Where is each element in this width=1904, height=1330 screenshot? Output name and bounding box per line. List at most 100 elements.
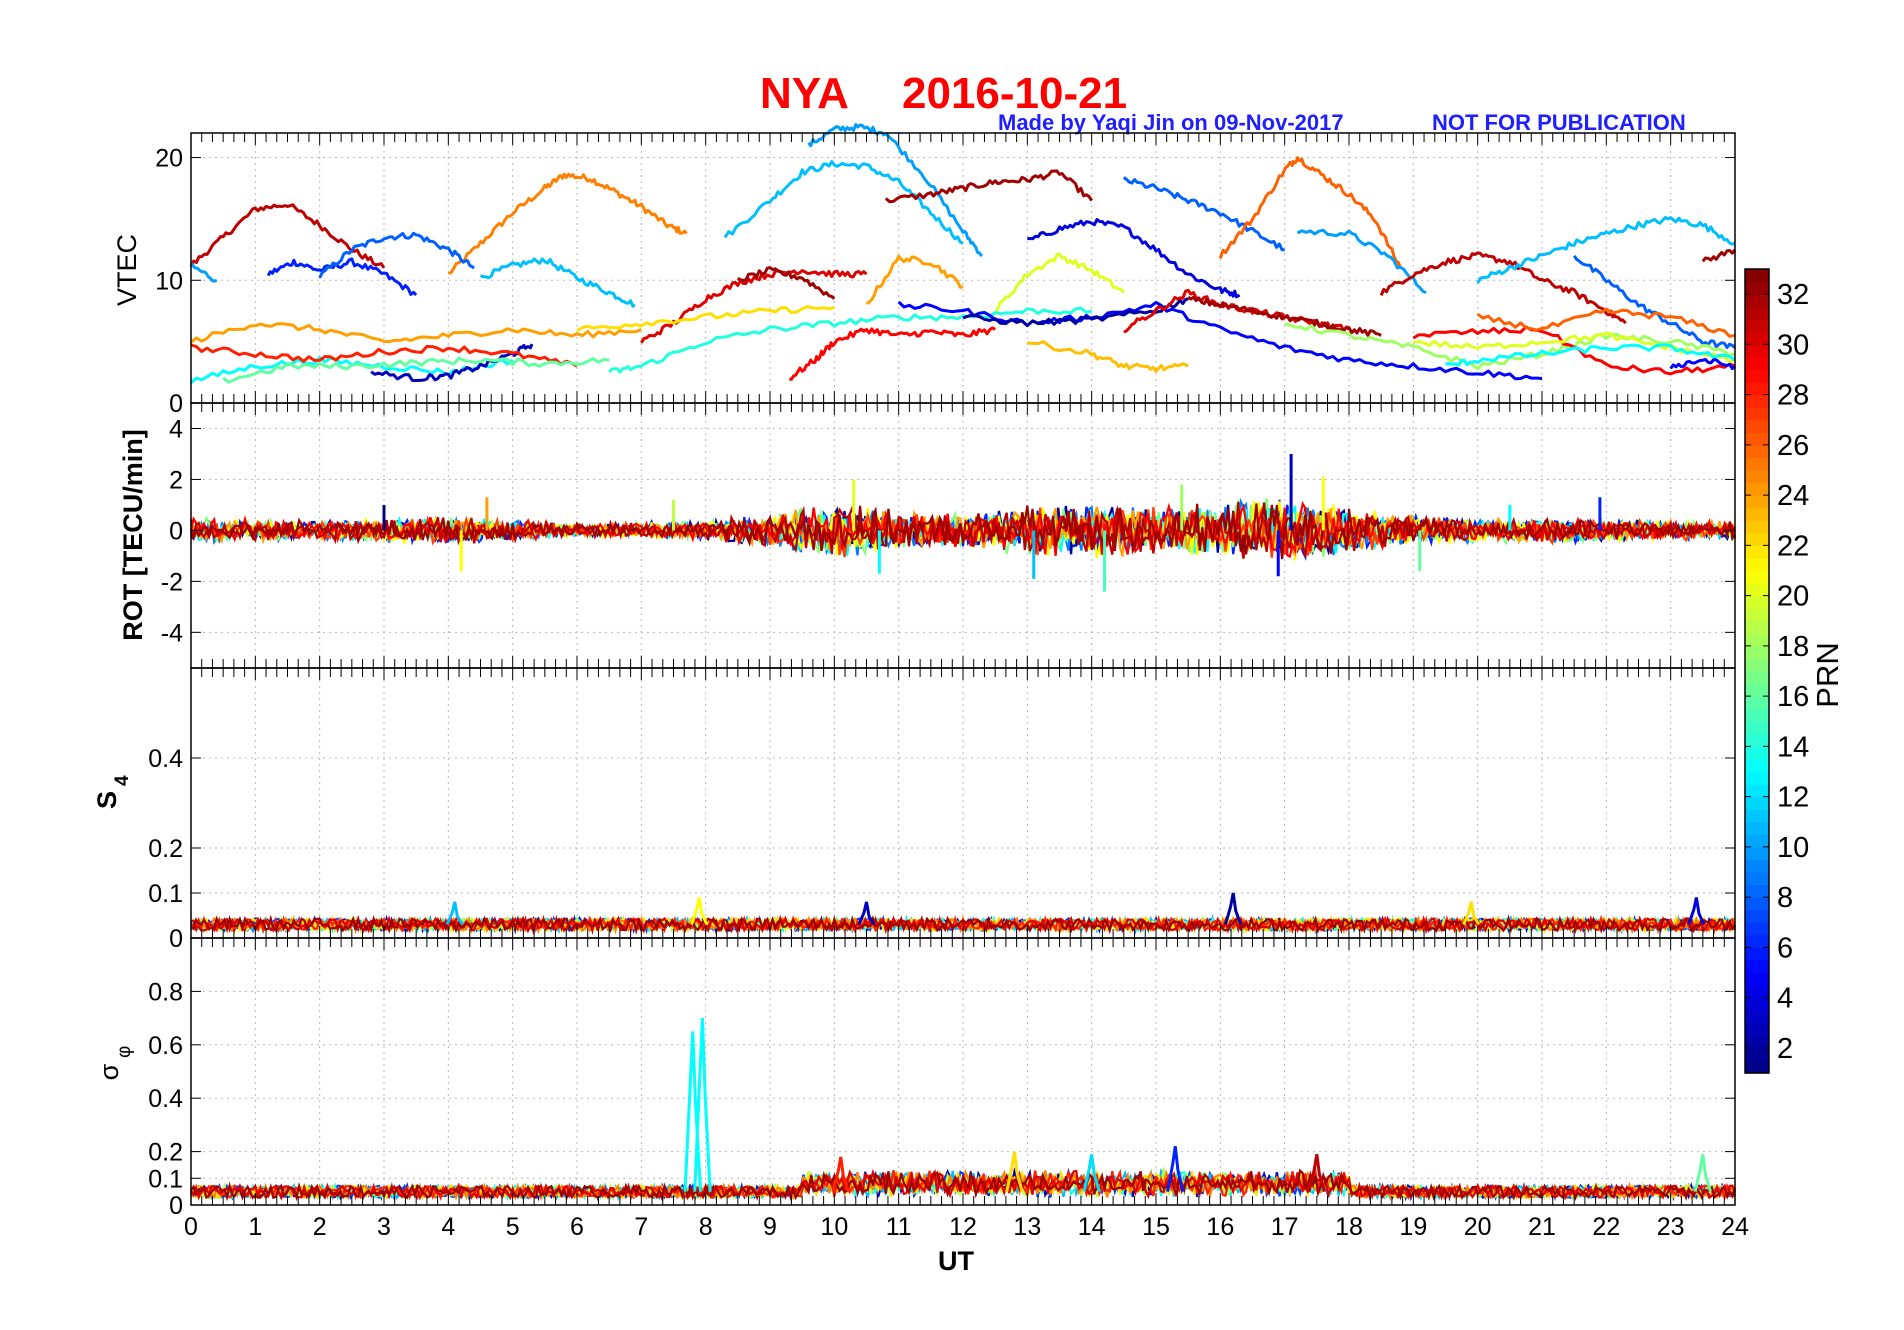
colorbar-segment — [1745, 934, 1769, 948]
colorbar-segment — [1745, 306, 1769, 320]
x-axis-label: UT — [938, 1246, 974, 1276]
colorbar-segment — [1745, 985, 1769, 999]
x-tick-label: 4 — [441, 1213, 455, 1241]
colorbar-tick-label: 14 — [1777, 731, 1809, 763]
colorbar-segment — [1745, 608, 1769, 622]
colorbar-tick-label: 2 — [1777, 1033, 1793, 1065]
vtec-series-prn-26 — [1476, 307, 1736, 338]
colorbar-segment — [1745, 294, 1769, 308]
vtec-series-prn-10 — [1296, 228, 1427, 294]
colorbar-segment — [1745, 633, 1769, 647]
x-tick-label: 0 — [184, 1213, 198, 1241]
colorbar-tick-label: 6 — [1777, 932, 1793, 964]
vtec-series-prn-16 — [222, 356, 610, 384]
sigma_phi-peak — [1005, 1151, 1024, 1193]
rot-ylabel: ROT [TECU/min] — [118, 429, 148, 640]
colorbar-segment — [1745, 909, 1769, 923]
colorbar-segment — [1745, 595, 1769, 609]
vtec-series-prn-23 — [1027, 340, 1189, 373]
colorbar-segment — [1745, 507, 1769, 521]
x-tick-label: 13 — [1013, 1213, 1041, 1241]
vtec-series-prn-24 — [865, 254, 964, 305]
colorbar-segment — [1745, 834, 1769, 848]
colorbar-tick-label: 12 — [1777, 782, 1809, 814]
colorbar-segment — [1745, 645, 1769, 660]
vtec-series-prn-10 — [807, 123, 984, 258]
rot-data — [189, 453, 1737, 592]
vtec-series-prn-11 — [723, 160, 964, 245]
s4-peak — [857, 901, 876, 926]
x-tick-label: 10 — [820, 1213, 848, 1241]
vtec-series-prn-5 — [1669, 358, 1736, 371]
s4-data — [189, 892, 1737, 935]
colorbar-segment — [1745, 583, 1769, 597]
sigma_phi-peak — [693, 1018, 712, 1192]
x-tick-label: 17 — [1271, 1213, 1299, 1241]
rot-ytick-label: 2 — [169, 466, 183, 494]
colorbar-segment — [1745, 382, 1769, 396]
colorbar-segment — [1745, 683, 1769, 697]
colorbar-segment — [1745, 733, 1769, 747]
colorbar-tick-label: 26 — [1777, 430, 1809, 462]
vtec-series-prn-8 — [318, 231, 475, 279]
colorbar-segment — [1745, 1035, 1769, 1049]
vtec-series-prn-6 — [266, 257, 418, 297]
sigma-ylabel-main: σ — [94, 1063, 124, 1080]
colorbar-segment — [1745, 671, 1769, 685]
colorbar-segment — [1745, 369, 1769, 383]
vtec-series-prn-20 — [1413, 331, 1736, 363]
sigma_phi-peak — [1166, 1146, 1185, 1192]
sigma_phi-ytick-label: 0.1 — [148, 1165, 183, 1193]
sigma_phi-ytick-label: 0.2 — [148, 1139, 183, 1167]
vtec-series-prn-29 — [789, 326, 996, 381]
vtec-series-prn-32 — [1187, 295, 1382, 337]
x-tick-label: 5 — [506, 1213, 520, 1241]
colorbar-tick-label: 24 — [1777, 480, 1809, 512]
sigma_phi-peak — [1082, 1154, 1101, 1193]
s4-ylabel-main: S — [92, 791, 122, 809]
colorbar-tick-label: 22 — [1777, 530, 1809, 562]
s4-ytick-label: 0 — [169, 925, 183, 953]
sigma_phi-panel: 00.10.20.40.60.80 1 2 3 4 5 6 7 8 9 10 11 12 13 14 15 16… — [148, 937, 1749, 1241]
vtec-ytick-label: 20 — [155, 145, 183, 173]
x-tick-label: 12 — [949, 1213, 977, 1241]
rot-ytick-label: -2 — [161, 568, 183, 596]
colorbar-segment — [1745, 997, 1769, 1011]
colorbar-segment — [1745, 570, 1769, 584]
colorbar-tick-label: 20 — [1777, 581, 1809, 613]
colorbar-segment — [1745, 658, 1769, 672]
vtec-series-prn-24 — [190, 322, 642, 344]
vtec-series-prn-32 — [1701, 248, 1737, 263]
s4-ytick-label: 0.2 — [148, 835, 183, 863]
sigma_phi-peak — [1307, 1154, 1326, 1193]
vtec-ylabel: VTEC — [112, 234, 142, 306]
rot-series-prn-31 — [190, 501, 1736, 559]
title-station: NYA — [760, 69, 849, 118]
colorbar-segment — [1745, 922, 1769, 936]
colorbar-segment — [1745, 1060, 1769, 1074]
colorbar-tick-label: 28 — [1777, 380, 1809, 412]
s4-ytick-label: 0.4 — [148, 745, 183, 773]
x-tick-label: 19 — [1399, 1213, 1427, 1241]
colorbar-segment — [1745, 884, 1769, 898]
x-tick-label: 24 — [1721, 1213, 1749, 1241]
colorbar-segment — [1745, 959, 1769, 974]
x-tick-label: 15 — [1142, 1213, 1170, 1241]
colorbar-segment — [1745, 809, 1769, 823]
sigma-ylabel-sub: φ — [114, 1046, 135, 1058]
notice-text: NOT FOR PUBLICATION — [1432, 110, 1686, 135]
colorbar-tick-label: 16 — [1777, 681, 1809, 713]
colorbar-segment — [1745, 1022, 1769, 1036]
colorbar-segment — [1745, 771, 1769, 785]
colorbar-segment — [1745, 520, 1769, 534]
colorbar-segment — [1745, 746, 1769, 760]
colorbar-segment — [1745, 758, 1769, 773]
x-tick-label: 1 — [248, 1213, 262, 1241]
x-tick-label: 7 — [634, 1213, 648, 1241]
s4-panel: 0 0.1 0.2 0.4 — [148, 667, 1737, 953]
colorbar-segment — [1745, 620, 1769, 634]
vtec-series-prn-11 — [479, 257, 636, 308]
x-tick-label: 14 — [1078, 1213, 1106, 1241]
